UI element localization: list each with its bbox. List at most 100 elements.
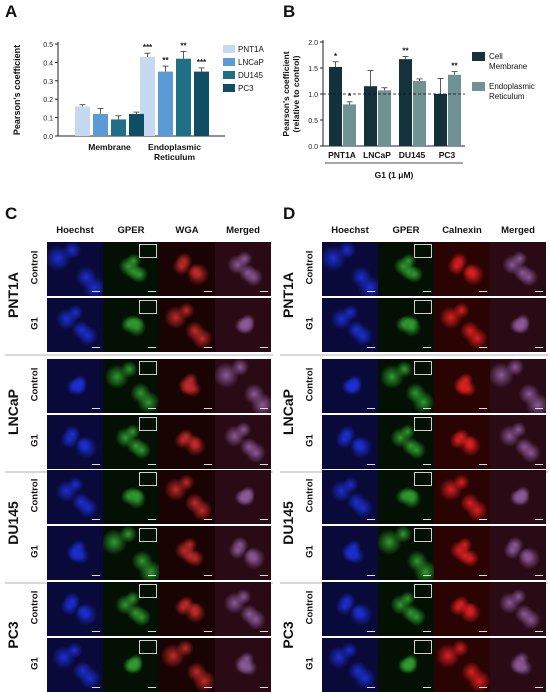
d-micrograph-tile [490,582,546,636]
bar-a-du145 [111,119,126,136]
c-column-header: Merged [226,225,260,236]
inset-box [414,361,432,375]
c-condition-label: G1 [29,434,41,447]
d-micrograph-tile [490,470,546,524]
category-label-a: Membrane [88,142,131,152]
c-micrograph-tile [159,638,215,692]
d-micrograph-tile [490,415,546,469]
c-micrograph-tile [103,526,159,580]
block-separator [280,354,548,356]
micrograph-panel-c: Hoechst GPER WGA Merged PNT1A Control G1 LNCaP C… [0,220,275,692]
d-micrograph-tile [434,242,490,296]
inset-box [414,584,432,598]
inset-box [414,528,432,542]
legend-label-b: Endoplasmic [489,82,535,91]
scale-bar [204,631,212,632]
scale-bar [92,291,100,292]
c-micrograph-tile [103,242,159,296]
scale-bar [367,464,375,465]
d-column-header: Calnexin [442,225,482,236]
d-condition-label: Control [304,590,316,625]
d-micrograph-tile [378,242,434,296]
legend-label-b: Cell [489,52,503,61]
scale-bar [204,464,212,465]
scale-bar [535,347,543,348]
y-tick-label-a: 0.3 [43,79,53,86]
scale-bar [367,519,375,520]
c-condition-label: G1 [29,317,41,330]
c-condition-label: Control [29,590,41,625]
c-micrograph-tile [47,582,103,636]
scale-bar [92,464,100,465]
d-cell-line-label: PC3 [280,621,296,649]
legend-label-a: PC3 [238,84,254,93]
scale-bar [479,291,487,292]
legend-swatch-a [223,58,235,66]
scale-bar [204,347,212,348]
c-micrograph-tile [159,582,215,636]
d-micrograph-tile [322,526,378,580]
c-micrograph-tile [103,470,159,524]
d-micrograph-tile [434,526,490,580]
inset-box [139,472,157,486]
c-micrograph-tile [215,638,271,692]
inset-box [139,640,157,654]
block-separator [5,354,273,356]
scale-bar [535,408,543,409]
scale-bar [535,291,543,292]
inset-box [139,417,157,431]
c-micrograph-tile [47,470,103,524]
category-label-a: Endoplasmic [148,142,201,152]
y-tick-label-b: 0.0 [308,144,318,151]
bar-a-lncap [93,113,108,136]
scale-bar [92,408,100,409]
inset-box [414,417,432,431]
scale-bar [260,687,268,688]
d-micrograph-tile [322,415,378,469]
d-micrograph-tile [490,638,546,692]
d-micrograph-tile [434,470,490,524]
inset-box [414,244,432,258]
c-condition-label: Control [29,367,41,402]
x-axis-label-b: G1 (1 μM) [375,170,414,180]
d-micrograph-tile [322,298,378,352]
y-axis-label-b: (relative to control) [291,55,301,132]
d-micrograph-tile [434,298,490,352]
d-micrograph-tile [434,359,490,413]
legend-swatch-b [472,52,485,61]
scale-bar [92,519,100,520]
c-condition-label: Control [29,250,41,285]
scale-bar [204,519,212,520]
y-tick-label-a: 0.4 [43,60,53,67]
d-micrograph-tile [434,638,490,692]
scale-bar [367,291,375,292]
d-micrograph-tile [378,470,434,524]
scale-bar [148,464,156,465]
y-axis-label-a: Pearson's coefficient [12,45,22,135]
category-label-b: PNT1A [328,150,356,160]
c-micrograph-tile [215,242,271,296]
bar-b [434,94,447,146]
d-micrograph-tile [322,242,378,296]
d-micrograph-tile [322,359,378,413]
chart-a: 0.0 0.1 0.2 0.3 0.4 0.5 Pearson's coefficient *… [12,41,264,162]
panel-letter-d: D [283,204,296,223]
d-micrograph-tile [490,526,546,580]
c-micrograph-tile [103,582,159,636]
d-micrograph-tile [378,359,434,413]
c-micrograph-tile [215,470,271,524]
legend-label-a: LNCaP [238,58,264,67]
bar-a-lncap [158,71,173,136]
scale-bar [423,519,431,520]
scale-bar [148,291,156,292]
inset-box [139,361,157,375]
d-cell-line-label: DU145 [280,501,296,545]
bar-b [378,90,391,146]
significance-label-a: *** [143,43,153,52]
c-micrograph-tile [159,415,215,469]
scale-bar [479,408,487,409]
scale-bar [479,347,487,348]
d-condition-label: G1 [304,434,316,447]
c-cell-line-label: LNCaP [5,389,21,435]
scale-bar [204,408,212,409]
